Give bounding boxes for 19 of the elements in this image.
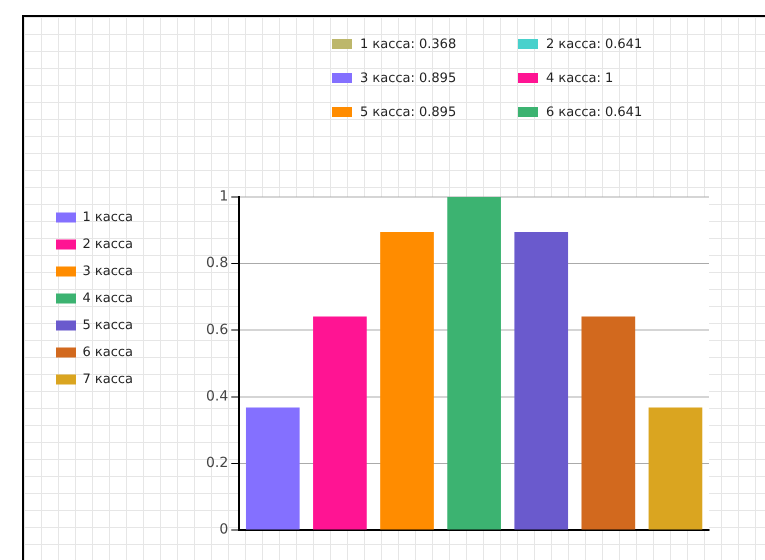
legend-label: 6 касса bbox=[82, 344, 133, 360]
legend-label: 4 касса bbox=[82, 290, 133, 306]
y-tick-label: 0.8 bbox=[206, 255, 228, 272]
text: 1 касса: 0.368 bbox=[360, 36, 456, 52]
text: 2 касса: 0.641 bbox=[546, 36, 642, 52]
legend-label: 7 касса bbox=[82, 372, 133, 387]
text: 4 касса: 1 bbox=[546, 70, 614, 86]
text: 3 касса: 0.895 bbox=[360, 70, 456, 86]
text: 5 касса: 0.895 bbox=[360, 104, 456, 120]
legend-label: 3 касса bbox=[82, 264, 133, 279]
y-tick-label: 0.4 bbox=[206, 388, 228, 404]
legend-label: 2 касса bbox=[82, 236, 133, 252]
legend-label: 5 касса bbox=[82, 318, 133, 333]
y-tick-label: 0 bbox=[219, 522, 228, 538]
y-tick-label: 0.2 bbox=[206, 455, 228, 472]
text: 6 касса: 0.641 bbox=[546, 104, 642, 120]
y-tick-label: 0.6 bbox=[206, 322, 228, 338]
legend-label: 1 касса bbox=[82, 210, 133, 225]
y-tick-label: 1 bbox=[219, 188, 228, 205]
